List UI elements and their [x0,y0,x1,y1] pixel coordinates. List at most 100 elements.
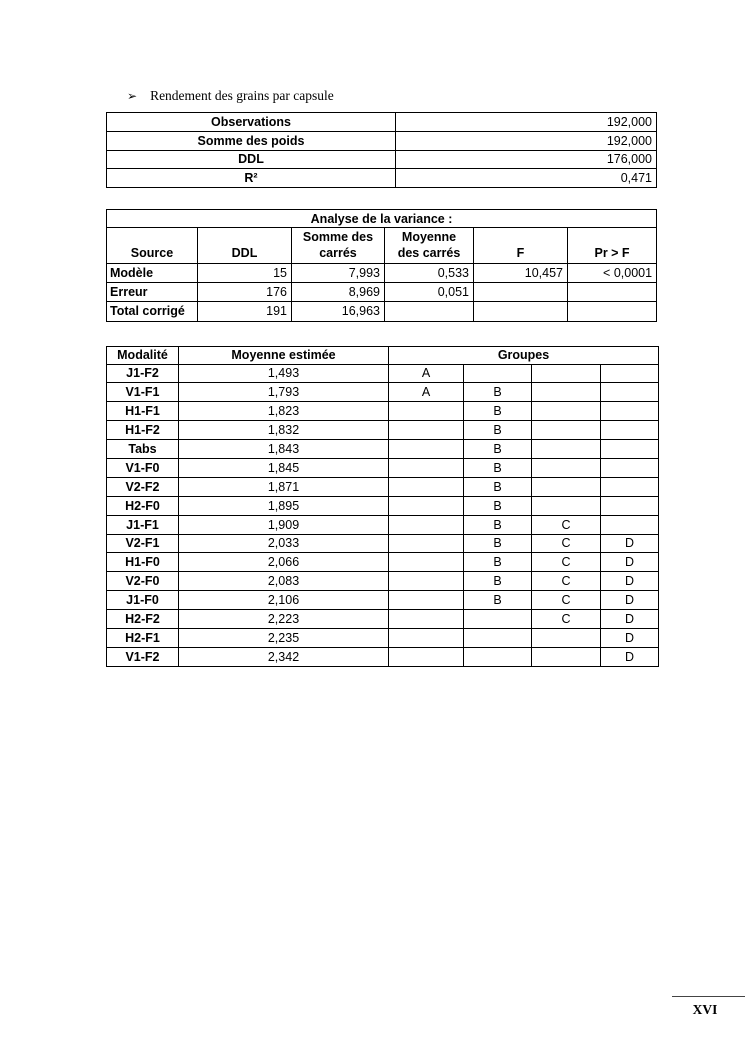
table-row: V1-F1 1,793 A B [106,382,660,403]
group-a-cell [388,590,464,611]
group-c-cell [531,382,601,403]
table-row: J1-F1 1,909 B C [106,514,660,535]
estimated-mean-cell: 1,793 [178,382,389,403]
group-d-cell [599,382,660,403]
group-b-cell: B [463,439,532,459]
anova-column-header: Somme des carrés [291,227,385,264]
group-d-cell [599,476,660,497]
group-c-cell [531,495,601,516]
modality-cell: H1-F2 [106,420,179,441]
modality-cell: V1-F0 [106,457,179,478]
anova-f-cell: 10,457 [473,262,568,283]
anova-title: Analyse de la variance : [105,208,658,229]
table-row: V2-F2 1,871 B [106,476,660,497]
anova-f-cell [473,281,568,303]
estimated-mean-cell: 2,083 [178,571,389,592]
group-c-cell: C [531,514,601,535]
summary-label: R² [106,168,396,189]
anova-column-header: Pr > F [566,227,658,264]
table-row: Source DDL Somme des carrés Moyenne des … [106,227,658,264]
estimated-mean-cell: 1,832 [178,420,389,441]
group-b-cell: B [463,420,532,441]
group-d-cell: D [599,590,660,611]
estimated-mean-cell: 1,871 [178,476,389,497]
table-row: Modèle 15 7,993 0,533 10,457 < 0,0001 [106,262,658,283]
anova-pr-cell [566,301,658,322]
group-a-cell [388,533,464,554]
group-c-cell [531,401,601,422]
summary-label: Somme des poids [106,130,396,151]
group-b-cell: B [463,382,532,403]
modality-cell: V2-F2 [106,476,179,497]
anova-column-header: F [473,227,568,264]
group-d-cell [599,420,660,441]
table-row: DDL 176,000 [106,149,657,170]
modality-cell: H2-F2 [106,609,179,629]
table-row: V2-F1 2,033 B C D [106,533,660,554]
summary-label: Observations [106,112,396,132]
table-row: H2-F2 2,223 C D [106,609,660,629]
group-b-cell: B [463,401,532,422]
anova-column-header: Source [106,227,198,264]
anova-column-header: DDL [197,227,292,264]
summary-value: 192,000 [395,112,657,132]
group-a-cell [388,401,464,422]
group-d-cell [599,514,660,535]
group-c-cell [531,363,601,384]
anova-source-cell: Total corrigé [106,301,198,322]
group-b-cell: B [463,571,532,592]
group-c-cell: C [531,533,601,554]
estimated-mean-cell: 2,235 [178,627,389,648]
anova-table-body: Analyse de la variance : Source DDL Somm… [105,208,658,322]
modality-cell: V1-F1 [106,382,179,403]
table-row: V1-F2 2,342 D [106,646,660,667]
modality-cell: J1-F1 [106,514,179,535]
group-b-cell: B [463,590,532,611]
estimated-mean-cell: 1,823 [178,401,389,422]
summary-label: DDL [106,149,396,170]
arrow-bullet-icon: ➢ [127,89,138,103]
page-number: XVI [692,1002,718,1017]
estimated-mean-cell: 2,342 [178,646,389,667]
modality-cell: H2-F0 [106,495,179,516]
table-row: H1-F2 1,832 B [106,420,660,441]
modality-cell: H2-F1 [106,627,179,648]
table-row: H1-F0 2,066 B C D [106,552,660,573]
group-d-cell [599,457,660,478]
estimated-mean-cell: 1,845 [178,457,389,478]
modality-cell: V2-F0 [106,571,179,592]
table-row: Total corrigé 191 16,963 [106,301,658,322]
summary-table-body: Observations 192,000 Somme des poids 192… [106,112,657,189]
anova-ddl-cell: 15 [197,262,292,283]
groups-header-moyenne: Moyenne estimée [178,346,389,365]
group-a-cell [388,646,464,667]
summary-value: 176,000 [395,149,657,170]
estimated-mean-cell: 1,843 [178,439,389,459]
anova-sum-squares-cell: 7,993 [291,262,385,283]
group-a-cell [388,552,464,573]
anova-pr-cell: < 0,0001 [566,262,658,283]
table-row: R² 0,471 [106,168,657,189]
modality-cell: J1-F2 [106,363,179,384]
group-b-cell: B [463,514,532,535]
group-c-cell [531,439,601,459]
anova-pr-cell [566,281,658,303]
anova-mean-squares-cell: 0,051 [384,281,474,303]
group-a-cell [388,439,464,459]
table-row: V2-F0 2,083 B C D [106,571,660,592]
group-a-cell [388,609,464,629]
section-heading: ➢ Rendement des grains par capsule [127,88,334,104]
group-c-cell [531,627,601,648]
group-a-cell [388,476,464,497]
group-c-cell: C [531,590,601,611]
estimated-mean-cell: 1,493 [178,363,389,384]
modality-cell: J1-F0 [106,590,179,611]
group-c-cell [531,457,601,478]
group-b-cell: B [463,476,532,497]
table-row: H2-F0 1,895 B [106,495,660,516]
estimated-mean-cell: 1,895 [178,495,389,516]
table-row: J1-F0 2,106 B C D [106,590,660,611]
anova-source-cell: Erreur [106,281,198,303]
group-b-cell: B [463,552,532,573]
groups-header-groupes: Groupes [387,346,660,365]
